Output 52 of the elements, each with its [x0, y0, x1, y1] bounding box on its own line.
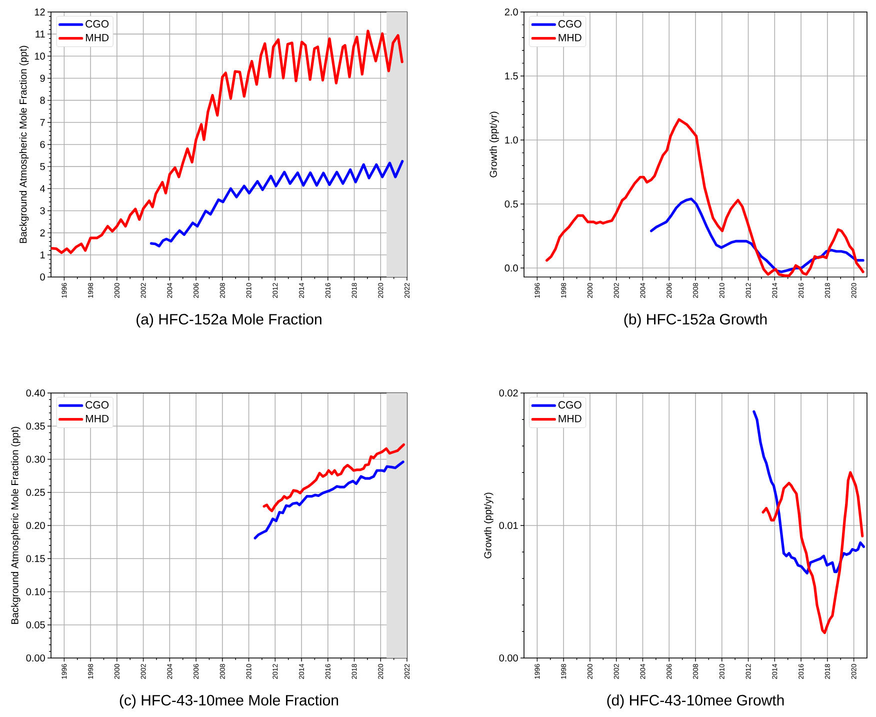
line-series: [262, 443, 406, 512]
y-tick-label: 9: [40, 74, 45, 82]
y-tick-label: 0.5: [504, 200, 518, 208]
y-tick-label: 0.35: [26, 422, 45, 430]
y-axis-title: Growth (ppt/yr): [484, 492, 494, 558]
line-series: [762, 471, 864, 634]
y-tick-label: 0.00: [26, 654, 45, 662]
legend-label: CGO: [558, 20, 582, 28]
y-tick-label: 2: [40, 229, 45, 236]
text: (c) HFC-43-10mee Mole Fraction: [120, 694, 338, 708]
y-tick-label: 4: [40, 185, 46, 192]
y-tick-label: 0.20: [26, 522, 45, 530]
y-tick-label: 0: [40, 273, 45, 281]
y-tick-label: 0.15: [26, 555, 45, 562]
y-tick-label: 0.25: [26, 488, 45, 496]
text: (b) HFC-152a Growth: [624, 314, 767, 328]
text: (a) HFC-152a Mole Fraction: [136, 314, 322, 328]
legend-label: MHD: [86, 415, 109, 422]
legend-label: CGO: [86, 401, 109, 409]
y-tick-label: 1.5: [505, 72, 518, 80]
y-tick-label: 1: [40, 251, 45, 258]
legend-label: MHD: [558, 415, 582, 422]
y-tick-label: 0.00: [499, 654, 518, 662]
line-series: [254, 460, 404, 540]
legend-label: CGO: [86, 20, 109, 28]
line-series: [150, 160, 404, 248]
y-axis-title: Background Atmospheric Mole Fraction (ppt): [19, 46, 29, 243]
y-tick-label: 1.0: [505, 136, 518, 144]
y-tick-label: 3: [40, 207, 45, 214]
y-tick-label: 7: [40, 118, 45, 126]
y-tick-label: 10: [34, 52, 45, 60]
legend-label: MHD: [86, 34, 109, 42]
y-axis-title: Growth (ppt/yr): [490, 112, 499, 178]
line-series: [51, 30, 404, 254]
y-tick-label: 0.0: [504, 264, 518, 272]
y-tick-label: 8: [40, 96, 45, 104]
y-tick-label: 0.05: [26, 621, 45, 628]
legend-label: CGO: [558, 401, 582, 409]
y-tick-label: 0.02: [499, 389, 518, 397]
text: (d) HFC-43-10mee Growth: [607, 694, 784, 708]
line-series: [546, 118, 864, 277]
y-tick-label: 5: [40, 163, 45, 170]
y-tick-label: 11: [36, 30, 45, 38]
y-tick-label: 0.30: [26, 456, 45, 463]
legend-label: MHD: [558, 34, 582, 42]
y-tick-label: 2.0: [504, 8, 518, 16]
y-tick-label: 0.40: [26, 389, 45, 397]
y-tick-label: 6: [40, 140, 45, 148]
y-axis-title: Background Atmospheric Mole Fraction (ppt): [10, 426, 20, 624]
y-tick-label: 12: [34, 8, 45, 16]
y-tick-label: 0.10: [26, 588, 45, 596]
y-tick-label: 0.01: [499, 522, 518, 530]
